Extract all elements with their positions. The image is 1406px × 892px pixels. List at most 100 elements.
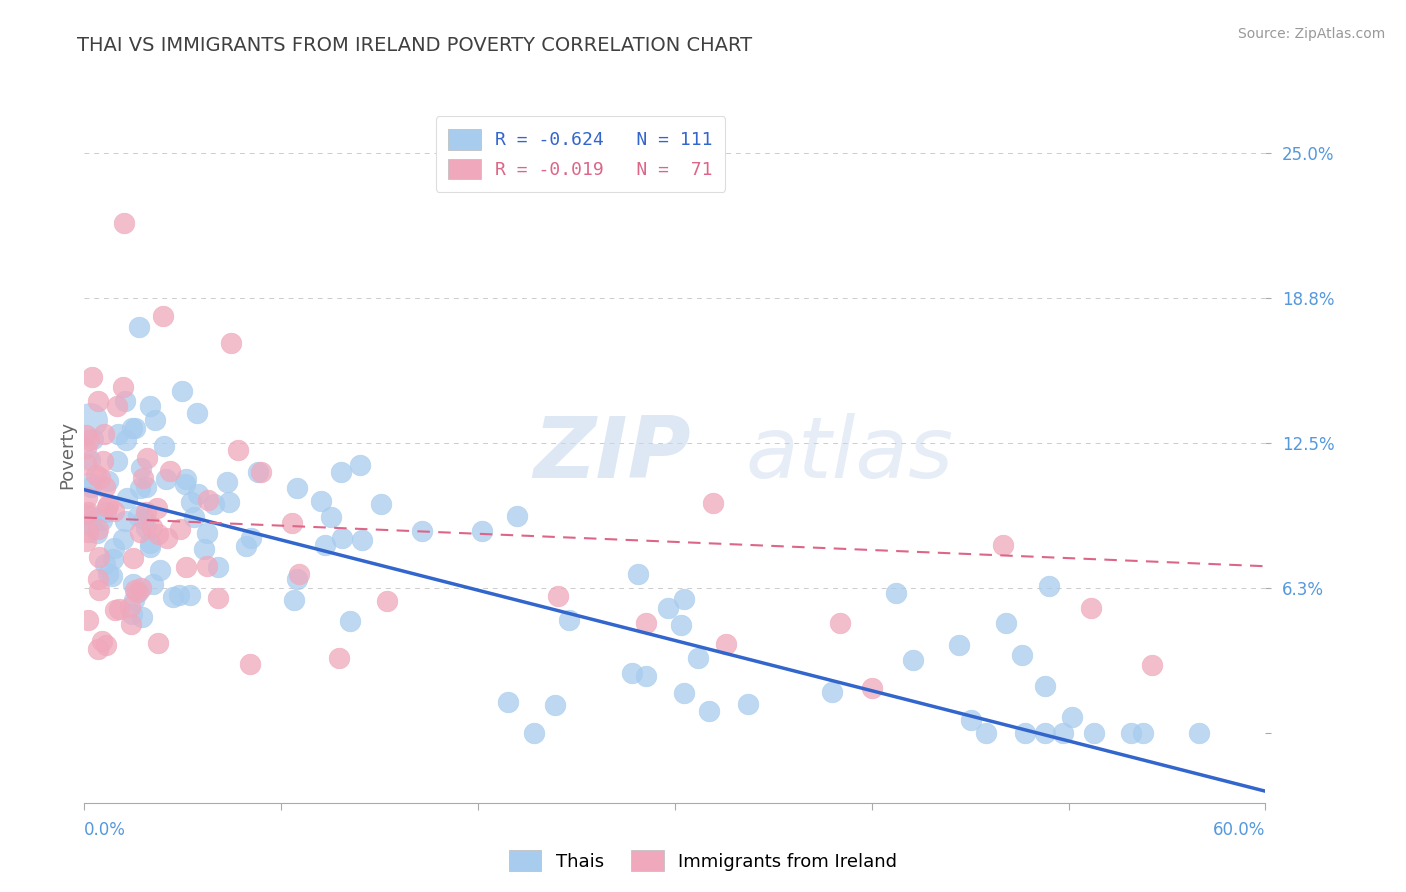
Point — [87, 394, 110, 409]
Point — [103, 504, 125, 518]
Point — [80, 515, 103, 529]
Point — [122, 577, 145, 591]
Point — [634, 669, 657, 683]
Point — [120, 616, 142, 631]
Point — [97, 567, 120, 582]
Point — [544, 698, 567, 712]
Point — [105, 453, 128, 467]
Point — [146, 526, 169, 541]
Point — [79, 413, 101, 427]
Point — [135, 481, 157, 495]
Point — [1060, 710, 1083, 724]
Point — [174, 559, 197, 574]
Point — [187, 487, 209, 501]
Point — [174, 473, 197, 487]
Point — [219, 336, 242, 351]
Point — [141, 520, 163, 534]
Point — [240, 532, 263, 546]
Point — [370, 497, 392, 511]
Point — [107, 426, 129, 441]
Point — [124, 583, 146, 598]
Point — [686, 651, 709, 665]
Point — [80, 480, 103, 494]
Point — [195, 525, 218, 540]
Point — [974, 726, 997, 740]
Point — [523, 726, 546, 740]
Point — [79, 475, 101, 490]
Point — [91, 513, 114, 527]
Point — [86, 572, 108, 586]
Point — [112, 216, 135, 230]
Point — [91, 454, 114, 468]
Point — [884, 585, 907, 599]
Point — [139, 541, 162, 555]
Point — [127, 509, 149, 524]
Point — [93, 557, 115, 571]
Point — [197, 493, 219, 508]
Point — [103, 541, 125, 555]
Point — [76, 613, 98, 627]
Point — [146, 500, 169, 515]
Point — [1035, 726, 1057, 740]
Point — [86, 525, 108, 540]
Point — [673, 592, 696, 607]
Point — [76, 490, 98, 504]
Point — [132, 471, 155, 485]
Point — [143, 412, 166, 426]
Point — [714, 637, 737, 651]
Point — [948, 638, 970, 652]
Point — [129, 525, 152, 540]
Text: ZIP: ZIP — [533, 413, 690, 497]
Point — [1014, 726, 1036, 740]
Point — [1080, 601, 1102, 615]
Point — [285, 572, 308, 586]
Point — [124, 421, 146, 435]
Point — [280, 516, 302, 531]
Point — [121, 607, 143, 621]
Point — [76, 505, 98, 519]
Point — [79, 433, 101, 447]
Point — [620, 665, 643, 680]
Point — [1033, 679, 1056, 693]
Point — [350, 533, 373, 548]
Point — [285, 481, 308, 495]
Point — [108, 602, 131, 616]
Point — [960, 714, 983, 728]
Point — [207, 560, 229, 574]
Point — [558, 613, 581, 627]
Point — [75, 458, 97, 472]
Text: THAI VS IMMIGRANTS FROM IRELAND POVERTY CORRELATION CHART: THAI VS IMMIGRANTS FROM IRELAND POVERTY … — [77, 36, 752, 54]
Point — [87, 549, 110, 564]
Text: 60.0%: 60.0% — [1213, 822, 1265, 839]
Point — [142, 576, 165, 591]
Point — [349, 458, 371, 472]
Point — [153, 440, 176, 454]
Point — [657, 601, 679, 615]
Point — [991, 538, 1014, 552]
Point — [226, 443, 249, 458]
Point — [97, 499, 120, 513]
Point — [155, 472, 177, 486]
Point — [122, 593, 145, 607]
Legend: Thais, Immigrants from Ireland: Thais, Immigrants from Ireland — [502, 843, 904, 879]
Point — [330, 465, 353, 479]
Point — [148, 636, 170, 650]
Point — [319, 509, 342, 524]
Point — [90, 634, 112, 648]
Point — [75, 534, 97, 549]
Point — [105, 399, 128, 413]
Point — [129, 461, 152, 475]
Point — [139, 399, 162, 413]
Point — [506, 509, 529, 524]
Point — [89, 470, 111, 484]
Point — [93, 427, 115, 442]
Point — [183, 510, 205, 524]
Point — [239, 657, 262, 671]
Point — [128, 320, 150, 334]
Point — [1132, 726, 1154, 740]
Point — [118, 600, 141, 615]
Point — [75, 428, 97, 442]
Point — [134, 512, 156, 526]
Text: 0.0%: 0.0% — [84, 822, 127, 839]
Point — [202, 496, 225, 510]
